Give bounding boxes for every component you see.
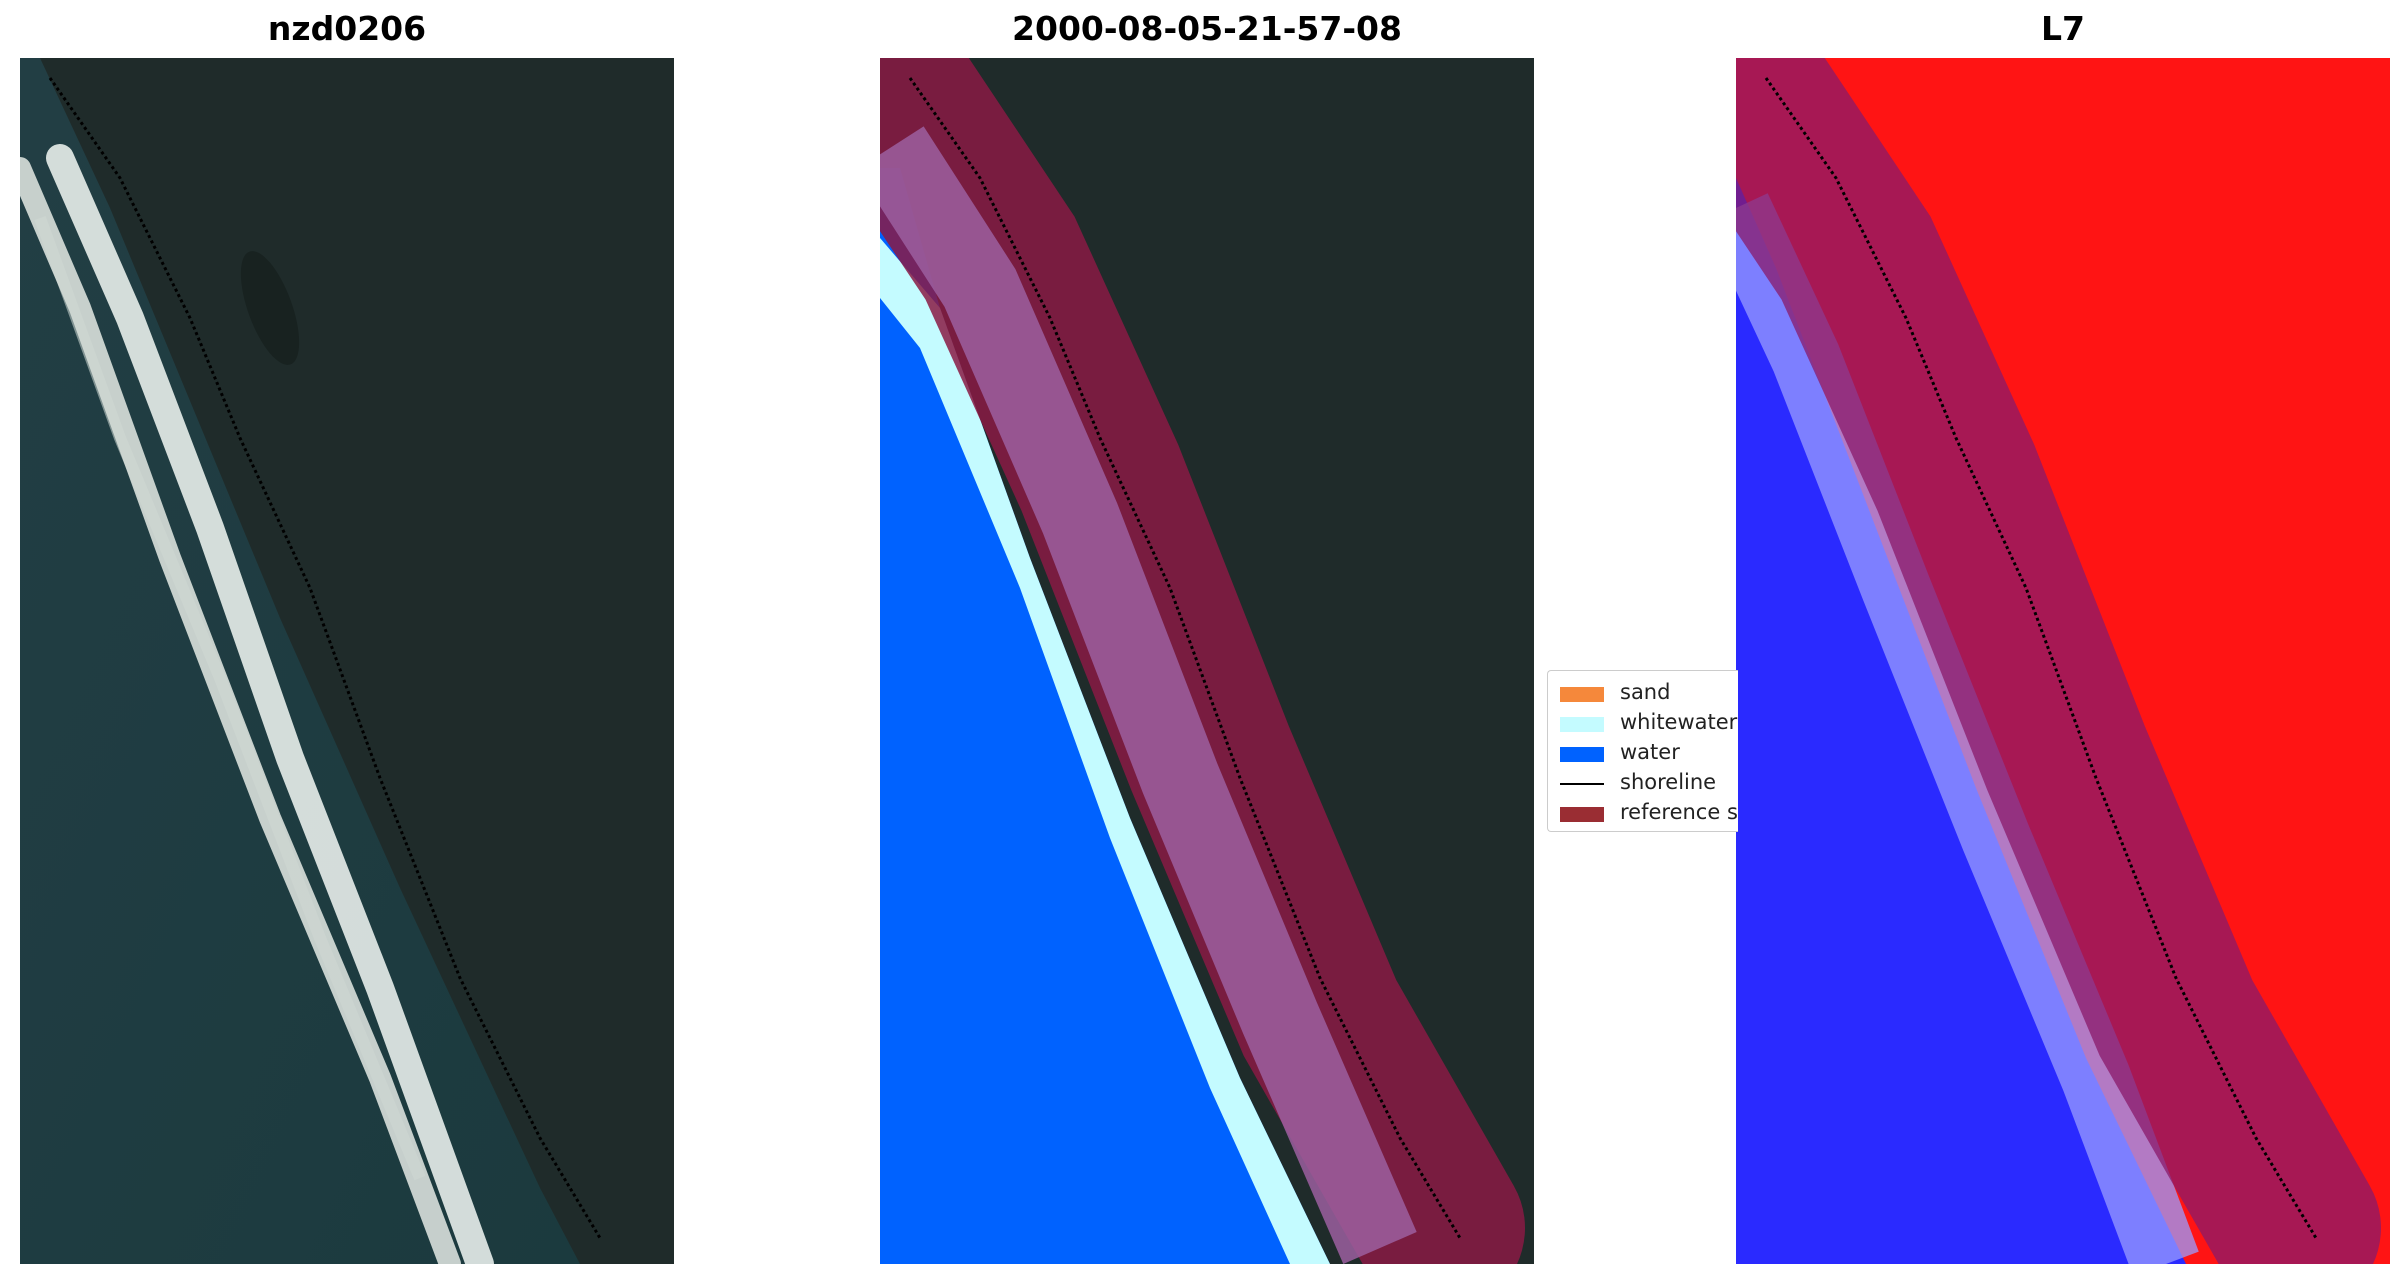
surf-index-band: [1736, 193, 2199, 1264]
shoreline-line: [908, 77, 1462, 1239]
rgb-image-panel: [20, 58, 674, 1264]
panel-title-date: 2000-08-05-21-57-08: [1012, 9, 1402, 48]
water-index-map: [1736, 58, 2390, 1264]
sand-overlay: [880, 126, 1417, 1264]
reference-buffer: [1736, 58, 2381, 1264]
legend-label: sand: [1620, 680, 1671, 704]
panel-title-image: nzd0206: [267, 9, 427, 48]
legend-label: shoreline: [1620, 770, 1717, 794]
water-class: [880, 168, 1330, 1264]
shoreline-line: [48, 77, 602, 1239]
legend-item-water: water: [1554, 739, 1738, 769]
legend: sand whitewater water shoreline reference sh: [1547, 670, 1738, 832]
legend-item-reference-sh: reference sh: [1554, 799, 1738, 829]
legend-item-sand: sand: [1554, 679, 1738, 709]
index-map-panel: [1736, 58, 2390, 1264]
lagoon: [240, 251, 300, 365]
rgb-satellite-image: [20, 58, 674, 1264]
legend-label: whitewater: [1620, 710, 1738, 734]
legend-line-swatch: [1560, 783, 1604, 785]
legend-label: water: [1620, 740, 1680, 764]
legend-color-swatch: [1560, 807, 1604, 822]
shoreline-line: [1764, 77, 2318, 1239]
whitewater-class: [880, 238, 1330, 1264]
legend-color-swatch: [1560, 687, 1604, 702]
legend-item-whitewater: whitewater: [1554, 709, 1738, 739]
legend-color-swatch: [1560, 717, 1604, 732]
panel-title-satellite: L7: [2041, 9, 2085, 48]
classified-image-panel: [880, 58, 1534, 1264]
surf-band-faint: [34, 215, 426, 1181]
classification-map: [880, 58, 1534, 1264]
legend-label: reference sh: [1620, 800, 1738, 824]
negative-index-area: [1736, 178, 2186, 1264]
surf-band-inner: [46, 144, 494, 1264]
legend-item-shoreline: shoreline: [1554, 769, 1738, 799]
legend-color-swatch: [1560, 747, 1604, 762]
